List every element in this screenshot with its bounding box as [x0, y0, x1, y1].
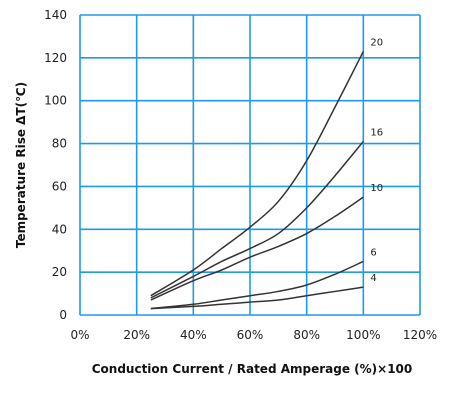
series-line-16 — [150, 140, 364, 299]
y-tick-label: 60 — [52, 179, 67, 193]
y-axis-ticks: 0 20 40 60 80 100 120 140 — [44, 8, 67, 322]
y-tick-label: 20 — [52, 265, 67, 279]
y-axis-title: Temperature Rise ΔT(℃) — [14, 82, 28, 248]
x-axis-ticks: 0% 20% 40% 60% 80% 100% 120% — [70, 328, 437, 342]
series-labels: 20 16 10 6 4 — [370, 37, 383, 284]
series-line-4 — [150, 286, 364, 310]
x-tick-label: 0% — [70, 328, 89, 342]
x-tick-label: 40% — [180, 328, 207, 342]
series-label-6: 6 — [370, 247, 376, 258]
y-tick-label: 100 — [44, 94, 67, 108]
y-tick-label: 140 — [44, 8, 67, 22]
y-tick-label: 0 — [59, 308, 67, 322]
series-label-4: 4 — [370, 273, 376, 284]
y-tick-label: 80 — [52, 137, 67, 151]
series-label-10: 10 — [370, 183, 383, 194]
grid — [79, 14, 421, 316]
x-tick-label: 120% — [403, 328, 437, 342]
series-line-20 — [150, 51, 364, 297]
series-label-20: 20 — [370, 37, 383, 48]
series-lines — [150, 51, 364, 310]
x-tick-label: 80% — [293, 328, 320, 342]
x-tick-label: 60% — [237, 328, 264, 342]
x-tick-label: 100% — [346, 328, 380, 342]
series-line-6 — [150, 260, 364, 310]
x-axis-title: Conduction Current / Rated Amperage (%)×… — [92, 362, 413, 376]
y-tick-label: 120 — [44, 51, 67, 65]
series-line-10 — [150, 196, 364, 301]
y-tick-label: 40 — [52, 222, 67, 236]
series-label-16: 16 — [370, 127, 383, 138]
x-tick-label: 20% — [123, 328, 150, 342]
